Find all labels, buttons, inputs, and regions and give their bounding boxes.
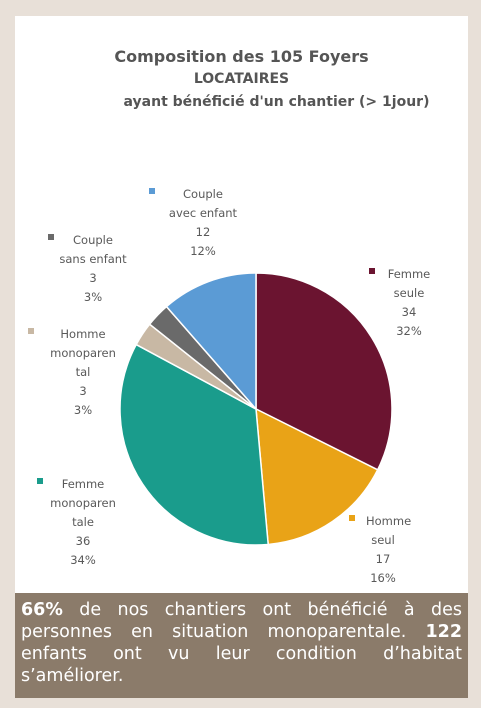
pie-label-text-homme-seul: seul: [371, 533, 395, 547]
pie-label-text-couple-sans-enfant: 3%: [84, 290, 102, 304]
pie-label-text-femme-seule: seule: [394, 286, 425, 300]
chart-panel: Composition des 105 Foyers LOCATAIRES ay…: [15, 16, 468, 593]
pie-label-text-femme-seule: 32%: [396, 324, 422, 338]
pie-label-text-homme-monoparental: 3: [79, 384, 86, 398]
pie-label-text-homme-seul: Homme: [366, 514, 411, 528]
chart-title: Composition des 105 Foyers LOCATAIRES ay…: [15, 46, 468, 114]
pie-label-text-couple-sans-enfant: 3: [89, 271, 96, 285]
caption-percent: 66%: [21, 600, 63, 620]
pie-label-homme-monoparental: Homme monoparen tal 3 3%: [28, 327, 116, 417]
pie-slice-couple-avec-enfant: [165, 272, 257, 411]
pie-label-text-femme-seule: 34: [402, 305, 417, 319]
pie-label-homme-seul: Homme seul 17 16%: [349, 514, 411, 585]
pie-slice-femme-seule: [255, 272, 393, 471]
legend-swatch-couple-sans-enfant: [48, 234, 54, 240]
pie-label-text-couple-avec-enfant: 12%: [190, 244, 216, 258]
pie-label-text-femme-monoparentale: 36: [76, 534, 91, 548]
pie-label-text-homme-monoparental: monoparen: [50, 346, 116, 360]
pie-label-text-femme-monoparentale: 34%: [70, 553, 96, 567]
pie-label-text-homme-seul: 17: [376, 552, 391, 566]
legend-swatch-homme-seul: [349, 515, 355, 521]
caption-children-count: 122: [425, 622, 462, 642]
pie-label-text-couple-avec-enfant: avec enfant: [169, 206, 238, 220]
pie-label-text-homme-seul: 16%: [370, 571, 396, 585]
pie-label-text-femme-monoparentale: monoparen: [50, 496, 116, 510]
summary-caption: 66% de nos chantiers ont bénéficié à des…: [15, 593, 468, 698]
pie-slice-femme-monoparentale: [119, 343, 270, 546]
caption-text-1: de nos chantiers ont bénéficié à des per…: [21, 600, 462, 642]
pie-label-text-couple-avec-enfant: 12: [196, 225, 211, 239]
legend-swatch-couple-avec-enfant: [149, 188, 155, 194]
pie-label-text-homme-monoparental: 3%: [74, 403, 92, 417]
pie-label-text-femme-seule: Femme: [388, 267, 431, 281]
legend-swatch-homme-monoparental: [28, 328, 34, 334]
pie-label-text-homme-monoparental: tal: [76, 365, 91, 379]
pie-chart: Femme seule 34 32% Homme seul 17 16% Femme monopa…: [28, 187, 430, 585]
legend-swatch-femme-seule: [369, 268, 375, 274]
pie-label-text-couple-sans-enfant: Couple: [73, 233, 113, 247]
pie-label-text-homme-monoparental: Homme: [60, 327, 105, 341]
pie-slice-homme-seul: [255, 407, 379, 546]
chart-title-line-3: ayant bénéficié d'un chantier (> 1jour): [123, 94, 430, 110]
pie-label-couple-avec-enfant: Couple avec enfant 12 12%: [149, 187, 238, 258]
pie-label-text-femme-monoparentale: tale: [72, 515, 94, 529]
pie-label-femme-monoparentale: Femme monoparen tale 36 34%: [37, 477, 116, 567]
pie-label-text-couple-avec-enfant: Couple: [183, 187, 223, 201]
pie-label-femme-seule: Femme seule 34 32%: [369, 267, 430, 338]
chart-title-line-1: Composition des 105 Foyers: [114, 47, 369, 66]
pie-label-text-femme-monoparentale: Femme: [62, 477, 105, 491]
pie-label-couple-sans-enfant: Couple sans enfant 3 3%: [48, 233, 127, 304]
pie-label-text-couple-sans-enfant: sans enfant: [59, 252, 127, 266]
caption-text-2: enfants ont vu leur condition d’habitat …: [21, 644, 462, 686]
chart-title-line-2: LOCATAIRES: [193, 71, 290, 87]
legend-swatch-femme-monoparentale: [37, 478, 43, 484]
